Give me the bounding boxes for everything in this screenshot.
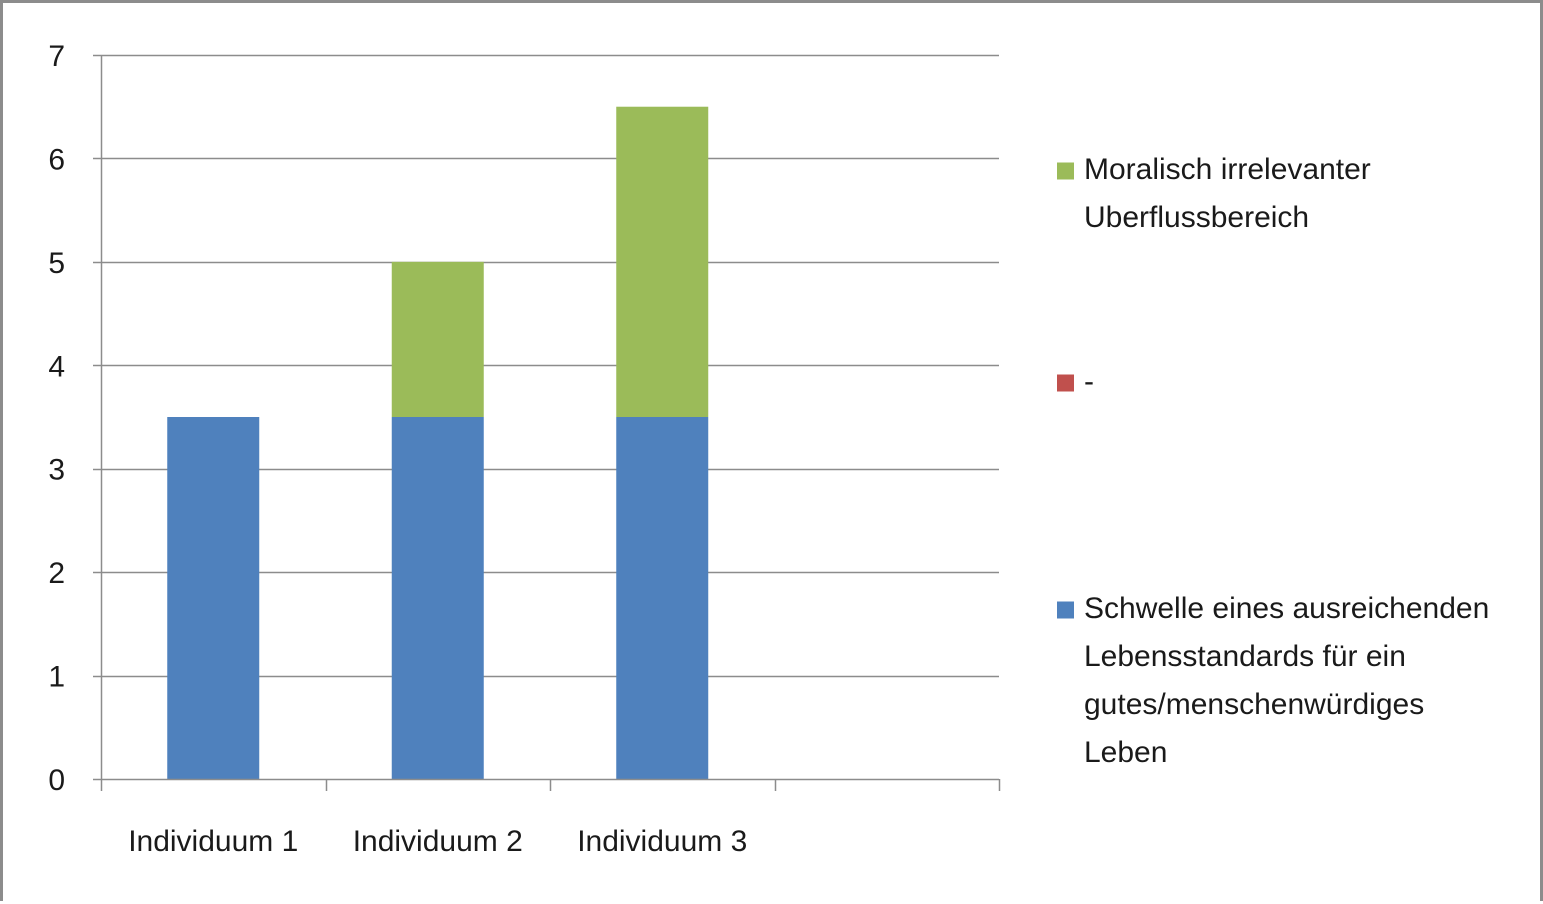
x-tick-label-3: Individuum 3 [577,825,747,858]
bar-series3-cat2 [391,261,484,417]
legend: Moralisch irrelevanter Uberflussbereich - S… [1057,153,1489,769]
legend-item-1: Moralisch irrelevanter Uberflussbereich [1057,153,1371,234]
legend-item-3: Schwelle eines ausreichenden Lebensstanda… [1057,592,1489,769]
legend-label-2-line-1: - [1084,365,1094,398]
legend-label-1-line-2: Uberflussbereich [1084,201,1309,234]
y-tick-label-6: 6 [48,143,65,176]
legend-swatch-1 [1057,162,1074,180]
y-tick-label-4: 4 [48,350,65,383]
axes [93,54,1001,791]
y-tick-label-2: 2 [48,557,65,590]
bars [167,106,709,779]
y-tick-labels: 0 1 2 3 4 5 6 7 [48,40,65,797]
y-tick-label-5: 5 [48,247,65,280]
legend-label-3-line-4: Leben [1084,736,1167,769]
legend-item-2: - [1057,365,1094,398]
legend-label-3-line-3: gutes/menschenwürdiges [1084,688,1424,721]
x-tick-label-2: Individuum 2 [353,825,523,858]
bar-series1-cat2 [391,417,484,779]
bar-series1-cat1 [167,417,260,779]
legend-label-3-line-1: Schwelle eines ausreichenden [1084,592,1489,625]
bar-series1-cat3 [616,417,709,779]
legend-swatch-2 [1057,374,1074,392]
y-tick-label-7: 7 [48,40,65,73]
legend-swatch-3 [1057,601,1074,619]
bar-series3-cat3 [616,106,709,417]
y-tick-label-1: 1 [48,661,65,694]
legend-label-1-line-1: Moralisch irrelevanter [1084,153,1371,186]
x-tick-labels: Individuum 1 Individuum 2 Individuum 3 [128,825,747,858]
y-tick-label-3: 3 [48,454,65,487]
legend-label-3-line-2: Lebensstandards für ein [1084,640,1406,673]
y-tick-label-0: 0 [48,764,65,797]
x-tick-label-1: Individuum 1 [128,825,298,858]
